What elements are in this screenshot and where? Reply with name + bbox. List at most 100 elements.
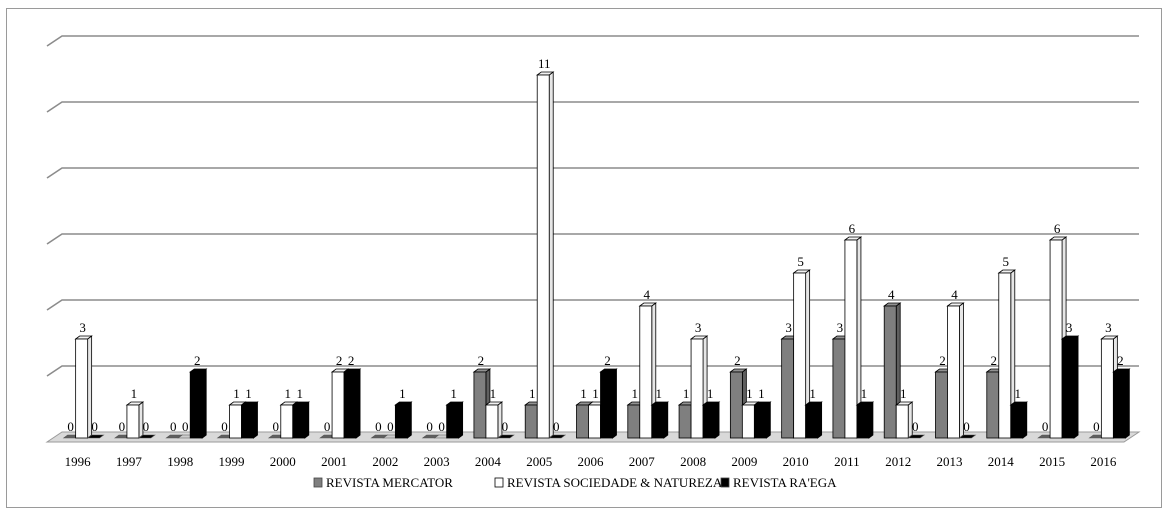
bar-front — [627, 404, 641, 439]
bar-zero — [548, 434, 567, 439]
data-label: 1 — [580, 386, 587, 401]
bar-front — [343, 371, 357, 439]
bar-side — [355, 368, 361, 439]
bar-zero — [907, 434, 926, 439]
x-tick-label: 2008 — [680, 454, 706, 469]
bar — [792, 269, 811, 439]
bar-front — [1112, 371, 1126, 439]
x-tick-label: 2000 — [270, 454, 296, 469]
x-tick-label: 1996 — [65, 454, 92, 469]
data-label: 2 — [348, 353, 355, 368]
data-label: 3 — [1105, 320, 1112, 335]
data-label: 2 — [991, 353, 998, 368]
gridline — [46, 167, 1139, 179]
data-label: 0 — [912, 419, 919, 434]
x-tick-label: 2002 — [372, 454, 398, 469]
data-label: 3 — [79, 320, 86, 335]
bar-front — [229, 404, 242, 439]
bar-side — [253, 401, 258, 439]
data-label: 2 — [1117, 353, 1124, 368]
bar-side — [765, 401, 771, 439]
x-tick-label: 2001 — [321, 454, 347, 469]
bar-front — [1049, 239, 1063, 439]
data-label: 11 — [538, 56, 551, 71]
bar — [650, 401, 669, 439]
bar-side — [548, 71, 554, 439]
bar-front — [75, 338, 89, 439]
data-label: 0 — [1093, 419, 1100, 434]
bar-front — [280, 404, 294, 439]
data-label: 0 — [324, 419, 331, 434]
bar-zero — [497, 434, 515, 439]
legend-swatch — [494, 477, 504, 488]
legend: REVISTA MERCATOR REVISTA SOCIEDADE & NATU… — [313, 475, 837, 490]
bar-side — [714, 401, 720, 439]
x-tick-label: 2011 — [834, 454, 860, 469]
bar — [1060, 335, 1080, 439]
x-tick-label: 2013 — [937, 454, 963, 469]
bar — [1112, 368, 1131, 439]
data-label: 1 — [656, 386, 663, 401]
bar — [125, 401, 145, 439]
bar-front — [856, 404, 870, 439]
bar-front — [292, 404, 306, 439]
data-label: 4 — [951, 287, 958, 302]
x-tick-label: 2003 — [424, 454, 450, 469]
x-tick-label: 2005 — [526, 454, 552, 469]
bar — [484, 401, 504, 439]
bar-front — [883, 305, 897, 439]
data-label: 3 — [837, 320, 844, 335]
bar-side — [868, 401, 874, 439]
bar — [946, 302, 965, 439]
bar-side — [458, 401, 464, 439]
bar-front — [781, 338, 795, 439]
bar — [189, 368, 208, 439]
data-label: 2 — [604, 353, 611, 368]
bar-front — [600, 371, 613, 439]
bar-front — [446, 404, 460, 439]
bar-front — [935, 371, 948, 439]
bar-side — [663, 401, 669, 439]
bar — [701, 401, 721, 439]
bar-front — [741, 404, 755, 439]
bar — [804, 401, 823, 439]
bar-front — [241, 404, 254, 439]
data-label: 1 — [1015, 386, 1022, 401]
x-axis: 1996 1997 1998 1999 2000 2001 2002 2003 2004 2005… — [65, 454, 1117, 469]
bar-front — [588, 404, 601, 439]
data-label: 1 — [297, 386, 304, 401]
data-label: 5 — [797, 254, 804, 269]
bar-side — [612, 368, 617, 439]
data-label: 6 — [849, 221, 856, 236]
bar — [74, 335, 93, 439]
data-label: 0 — [170, 419, 177, 434]
bar-front — [844, 239, 858, 439]
bar-front — [832, 338, 846, 439]
bar-front — [986, 371, 1000, 439]
bar-zero — [958, 434, 977, 439]
bar-front — [524, 404, 538, 439]
chart-frame: 0 3 0 0 1 0 0 0 2 0 1 1 0 1 1 0 2 2 0 0 1 0 0 1 2 1 0 1 11 0 1 1 2 1 4 1 1 3 1… — [6, 8, 1162, 508]
bar — [997, 269, 1016, 439]
bar — [497, 434, 515, 439]
bar-side — [406, 401, 412, 439]
x-tick-label: 1998 — [167, 454, 193, 469]
data-label: 5 — [1003, 254, 1010, 269]
data-label: 3 — [785, 320, 792, 335]
bar — [138, 434, 156, 439]
data-label: 0 — [375, 419, 382, 434]
x-tick-label: 2009 — [731, 454, 757, 469]
x-tick-label: 2015 — [1039, 454, 1065, 469]
data-label: 0 — [387, 419, 394, 434]
data-label: 2 — [734, 353, 741, 368]
x-tick-label: 2012 — [885, 454, 911, 469]
legend-swatch — [720, 477, 730, 488]
legend-label: REVISTA MERCATOR — [326, 475, 453, 490]
data-label: 0 — [1042, 419, 1049, 434]
bar-front — [576, 404, 589, 439]
data-label: 4 — [644, 287, 651, 302]
bar — [855, 401, 875, 439]
data-label: 1 — [285, 386, 292, 401]
gridline — [46, 233, 1139, 245]
data-label: 4 — [888, 287, 895, 302]
